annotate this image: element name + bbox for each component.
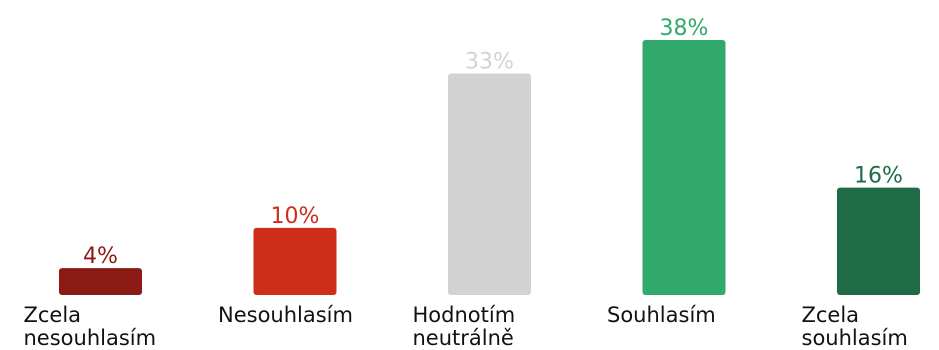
value-label-5: 16%: [854, 164, 903, 189]
category-label-line: Souhlasím: [607, 303, 716, 327]
bar-group-1: 4% Zcela nesouhlasím: [24, 244, 157, 350]
category-label-line: neutrálně: [413, 326, 514, 350]
category-label-line: Zcela: [24, 303, 82, 327]
bar-1: [59, 268, 142, 295]
category-label-line: Nesouhlasím: [218, 303, 353, 327]
category-label-1: Zcela nesouhlasím: [24, 303, 157, 350]
bar-5: [837, 187, 920, 295]
category-label-line: Zcela: [802, 303, 860, 327]
category-label-line: nesouhlasím: [24, 326, 157, 350]
category-label-5: Zcela souhlasím: [802, 303, 908, 350]
category-label-line: Hodnotím: [413, 303, 516, 327]
bar-4: [642, 40, 726, 295]
value-label-4: 38%: [660, 16, 709, 41]
bar-2: [253, 227, 337, 295]
category-label-4: Souhlasím: [607, 303, 716, 327]
category-label-3: Hodnotím neutrálně: [413, 303, 516, 350]
bar-group-4: 38% Souhlasím: [607, 16, 726, 327]
bar-group-2: 10% Nesouhlasím: [218, 204, 353, 327]
value-label-3: 33%: [465, 50, 514, 75]
category-label-line: souhlasím: [802, 326, 908, 350]
value-label-1: 4%: [83, 244, 118, 269]
bar-3: [448, 73, 531, 295]
category-label-2: Nesouhlasím: [218, 303, 353, 327]
bar-group-5: 16% Zcela souhlasím: [802, 164, 920, 350]
value-label-2: 10%: [271, 204, 320, 229]
bar-group-3: 33% Hodnotím neutrálně: [413, 50, 531, 350]
